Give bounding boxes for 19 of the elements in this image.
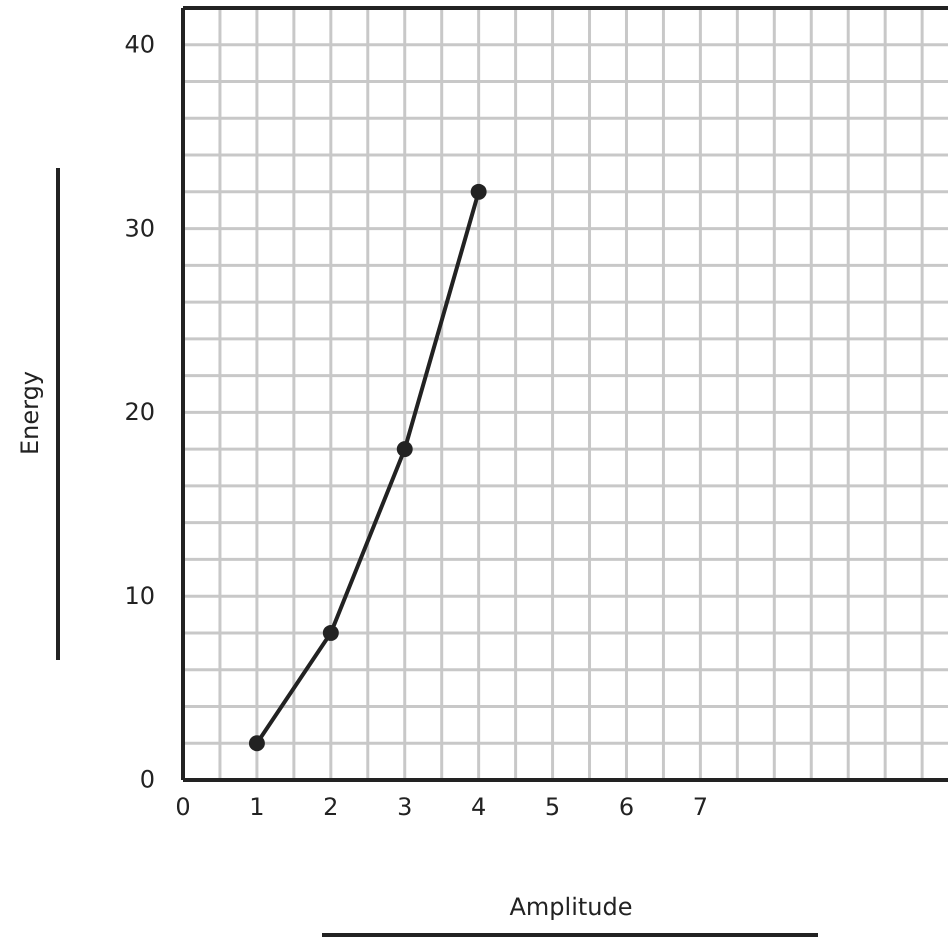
point [248, 735, 265, 752]
y-axis-title: Energy [16, 370, 44, 456]
x-tick-label: 3 [397, 793, 412, 822]
x-tick-label: 6 [618, 793, 634, 822]
y-tick-label: 10 [124, 582, 155, 610]
x-tick-label: 0 [175, 793, 191, 822]
x-tick-label: 2 [323, 793, 338, 822]
point [322, 624, 339, 641]
x-axis-title: Amplitude [510, 893, 632, 921]
x-tick-label: 5 [544, 793, 560, 822]
y-tick-label: 0 [140, 766, 155, 794]
x-tick-label: 1 [249, 793, 265, 822]
point [396, 441, 413, 458]
x-tick-label: 7 [692, 793, 708, 822]
y-tick-label: 20 [124, 398, 155, 426]
x-tick-label: 4 [471, 793, 486, 822]
y-tick-label: 40 [124, 30, 155, 58]
y-tick-label: 30 [124, 214, 155, 242]
point [470, 184, 487, 200]
